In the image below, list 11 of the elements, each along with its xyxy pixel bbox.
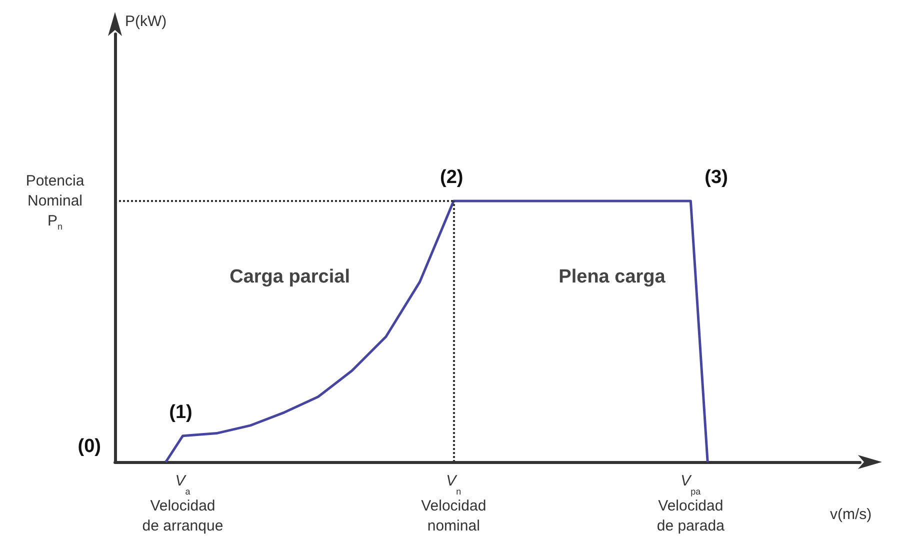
- annotation: Plena carga: [558, 266, 666, 288]
- annotation: Carga parcial: [230, 266, 350, 288]
- x-tick-label: Va Velocidad de arranque: [142, 472, 224, 534]
- annotation: (3): [704, 167, 728, 188]
- x-axis-title: v(m/s): [830, 506, 872, 523]
- annotation: (1): [169, 402, 192, 423]
- text: (0): [78, 436, 101, 457]
- x-tick-label: Vn Velocidad nominal: [421, 472, 486, 534]
- text: P(kW): [125, 13, 167, 30]
- x-tick-label: Vpa Velocidad de parada: [656, 472, 726, 534]
- annotation: (2): [440, 167, 464, 188]
